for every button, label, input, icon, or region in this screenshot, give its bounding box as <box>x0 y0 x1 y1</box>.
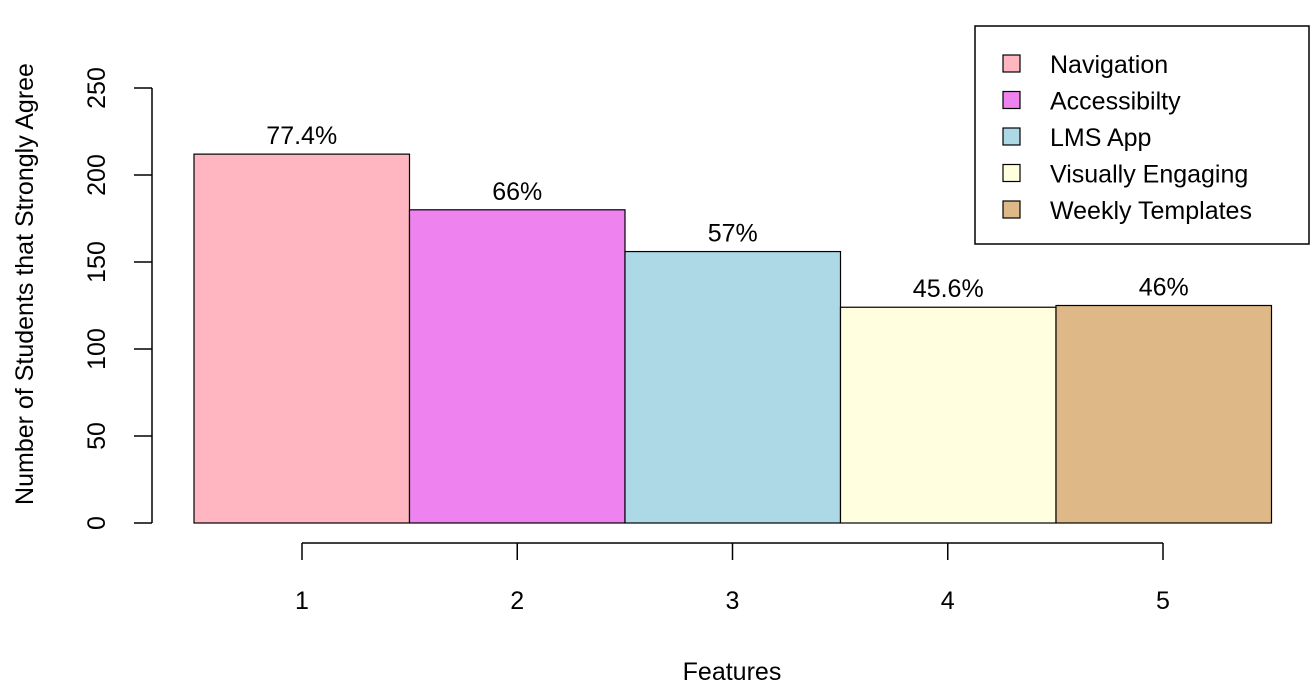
data-label-5: 46% <box>1139 274 1189 302</box>
legend-items: Navigation Accessibilty LMS App Visually En… <box>1002 51 1252 225</box>
data-label-1: 77.4% <box>266 122 337 150</box>
x-tick-label: 5 <box>1156 587 1170 615</box>
legend-label: Weekly Templates <box>1050 197 1252 225</box>
y-tick-label: 200 <box>83 154 111 196</box>
x-tick-label: 2 <box>510 587 524 615</box>
legend-swatch <box>1002 127 1021 146</box>
x-ticks: 1 2 3 4 5 <box>295 543 1170 615</box>
legend-label: Accessibilty <box>1050 88 1181 116</box>
y-tick-label: 0 <box>83 516 111 530</box>
legend-label: LMS App <box>1050 124 1151 152</box>
y-tick-label: 250 <box>83 67 111 109</box>
data-label-2: 66% <box>492 178 542 206</box>
bar-2 <box>408 209 626 524</box>
y-tick-label: 100 <box>83 328 111 370</box>
y-tick-label: 50 <box>83 422 111 450</box>
bar-3 <box>624 250 842 524</box>
legend-swatch <box>1002 163 1021 183</box>
x-axis-title: Features <box>683 658 782 686</box>
bar-4 <box>839 306 1057 524</box>
y-axis-title: Number of Students that Strongly Agree <box>11 63 39 505</box>
bar-5 <box>1055 304 1273 524</box>
legend-swatch <box>1002 200 1021 219</box>
bar-1 <box>193 153 411 524</box>
legend-swatch <box>1002 54 1021 73</box>
data-label-3: 57% <box>708 220 758 248</box>
legend-swatch <box>1002 90 1021 110</box>
data-label-4: 45.6% <box>913 275 984 303</box>
legend: Navigation Accessibilty LMS App Visually En… <box>974 25 1310 245</box>
legend-label: Navigation <box>1050 51 1168 79</box>
y-tick-label: 150 <box>83 241 111 283</box>
x-tick-label: 4 <box>941 587 955 615</box>
x-tick-label: 3 <box>726 587 740 615</box>
data-labels: 77.4% 66% 57% 45.6% 46% <box>266 122 1188 303</box>
x-tick-label: 1 <box>295 587 309 615</box>
y-ticks: 0 50 100 150 200 250 <box>83 67 152 530</box>
legend-box <box>974 25 1310 245</box>
legend-label: Visually Engaging <box>1050 161 1248 189</box>
bars <box>193 153 1273 524</box>
